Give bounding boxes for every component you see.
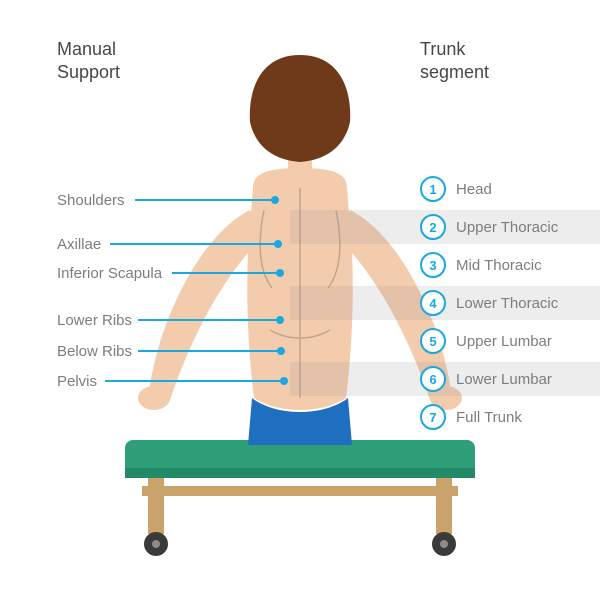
pointer-dot-icon <box>271 196 279 204</box>
segment-row-upper-lumbar: 5 Upper Lumbar <box>420 328 552 354</box>
support-label-pelvis: Pelvis <box>57 373 97 390</box>
segment-row-lower-thoracic: 4 Lower Thoracic <box>420 290 558 316</box>
segment-label: Lower Thoracic <box>456 295 558 312</box>
header-right-line2: segment <box>420 62 489 82</box>
segment-number-icon: 2 <box>420 214 446 240</box>
segment-row-full-trunk: 7 Full Trunk <box>420 404 522 430</box>
segment-number-icon: 4 <box>420 290 446 316</box>
segment-row-upper-thoracic: 2 Upper Thoracic <box>420 214 558 240</box>
segment-row-mid-thoracic: 3 Mid Thoracic <box>420 252 542 278</box>
header-manual-support: Manual Support <box>57 38 120 83</box>
segment-label: Upper Thoracic <box>456 219 558 236</box>
pointer-dot-icon <box>280 377 288 385</box>
segment-label: Mid Thoracic <box>456 257 542 274</box>
segment-row-head: 1 Head <box>420 176 492 202</box>
segment-label: Upper Lumbar <box>456 333 552 350</box>
support-label-shoulders: Shoulders <box>57 192 125 209</box>
header-left-line1: Manual <box>57 39 116 59</box>
header-left-line2: Support <box>57 62 120 82</box>
segment-number-icon: 5 <box>420 328 446 354</box>
header-trunk-segment: Trunk segment <box>420 38 489 83</box>
pointer-line <box>172 272 280 274</box>
pointer-line <box>135 199 275 201</box>
support-label-inferior-scapula: Inferior Scapula <box>57 265 162 282</box>
diagram-root: { "type": "infographic", "canvas": { "wi… <box>0 0 600 590</box>
support-label-below-ribs: Below Ribs <box>57 343 132 360</box>
segment-label: Full Trunk <box>456 409 522 426</box>
pointer-line <box>110 243 278 245</box>
segment-number-icon: 7 <box>420 404 446 430</box>
pointer-dot-icon <box>276 316 284 324</box>
pointer-line <box>105 380 284 382</box>
header-right-line1: Trunk <box>420 39 465 59</box>
segment-row-lower-lumbar: 6 Lower Lumbar <box>420 366 552 392</box>
segment-label: Head <box>456 181 492 198</box>
support-label-lower-ribs: Lower Ribs <box>57 312 132 329</box>
segment-number-icon: 3 <box>420 252 446 278</box>
segment-label: Lower Lumbar <box>456 371 552 388</box>
pointer-dot-icon <box>277 347 285 355</box>
pointer-line <box>138 319 280 321</box>
pointer-dot-icon <box>274 240 282 248</box>
pointer-dot-icon <box>276 269 284 277</box>
support-label-axillae: Axillae <box>57 236 101 253</box>
segment-number-icon: 1 <box>420 176 446 202</box>
pointer-line <box>138 350 281 352</box>
segment-number-icon: 6 <box>420 366 446 392</box>
